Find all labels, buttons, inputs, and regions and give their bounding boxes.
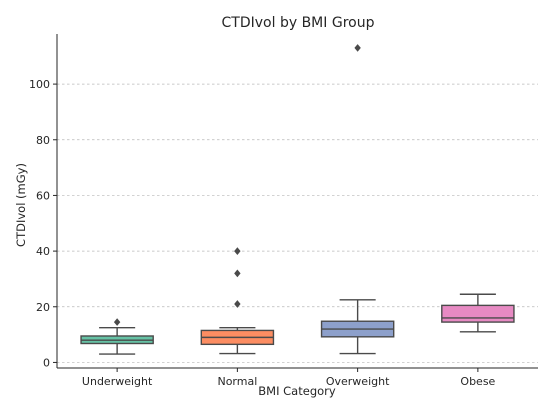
y-tick-label-100: 100	[29, 78, 50, 91]
x-tick-label-normal: Normal	[217, 375, 257, 388]
outlier-normal-1	[234, 269, 241, 278]
box-plots	[80, 44, 515, 355]
box-group-overweight	[320, 44, 395, 355]
y-tick-label-0: 0	[43, 356, 50, 369]
outlier-overweight-0	[354, 44, 361, 52]
x-tick-label-underweight: Underweight	[82, 375, 153, 388]
y-tick-label-40: 40	[36, 245, 50, 258]
box-group-normal	[200, 247, 275, 355]
x-tick-label-obese: Obese	[460, 375, 495, 388]
chart-title: CTDIvol by BMI Group	[222, 15, 375, 31]
y-axis-label: CTDIvol (mGy)	[14, 163, 28, 247]
x-axis-label: BMI Category	[258, 384, 336, 398]
grid-lines	[57, 83, 538, 363]
outlier-underweight-0	[113, 318, 121, 326]
x-tick-label-overweight: Overweight	[326, 375, 390, 388]
axes: 0 20 40 60 80 100 Underweight Normal Overweight O…	[29, 34, 538, 388]
outlier-normal-0	[234, 300, 241, 308]
outlier-normal-2	[234, 247, 241, 255]
box-group-underweight	[80, 318, 154, 355]
y-tick-label-20: 20	[36, 301, 50, 314]
box-group-obese	[441, 293, 515, 333]
box-obese	[441, 304, 515, 323]
y-tick-label-60: 60	[36, 189, 50, 202]
y-tick-label-80: 80	[36, 134, 50, 147]
